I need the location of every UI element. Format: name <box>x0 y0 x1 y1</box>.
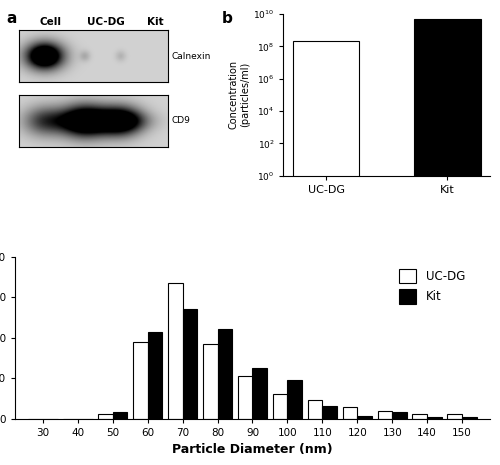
Bar <box>427 417 442 418</box>
Text: UC-DG: UC-DG <box>87 17 124 27</box>
Text: Calnexin: Calnexin <box>172 52 212 60</box>
Text: Kit: Kit <box>147 17 164 27</box>
Bar <box>358 417 372 418</box>
Bar <box>293 41 360 465</box>
Bar <box>168 283 182 418</box>
Bar <box>378 411 392 418</box>
Text: Cell: Cell <box>39 17 61 27</box>
Y-axis label: Concentration
(particles/ml): Concentration (particles/ml) <box>229 60 250 129</box>
Bar <box>414 19 480 465</box>
Bar <box>203 344 218 418</box>
Text: CD9: CD9 <box>172 116 191 125</box>
Bar <box>342 407 357 418</box>
Text: b: b <box>222 11 232 26</box>
Bar <box>273 394 287 418</box>
Legend: UC-DG, Kit: UC-DG, Kit <box>394 264 470 308</box>
Bar <box>252 368 267 418</box>
Bar <box>133 342 148 418</box>
Bar <box>392 412 407 418</box>
Bar <box>148 332 162 418</box>
Bar <box>308 400 322 418</box>
Bar <box>113 412 128 418</box>
Bar <box>448 414 462 418</box>
Bar <box>288 380 302 418</box>
Bar <box>218 330 232 418</box>
Bar <box>98 414 113 418</box>
Bar <box>462 417 476 418</box>
Bar <box>182 309 198 418</box>
Bar <box>238 376 252 418</box>
Bar <box>322 405 337 419</box>
X-axis label: Particle Diameter (nm): Particle Diameter (nm) <box>172 443 333 456</box>
Bar <box>412 414 427 418</box>
Text: a: a <box>6 11 17 26</box>
